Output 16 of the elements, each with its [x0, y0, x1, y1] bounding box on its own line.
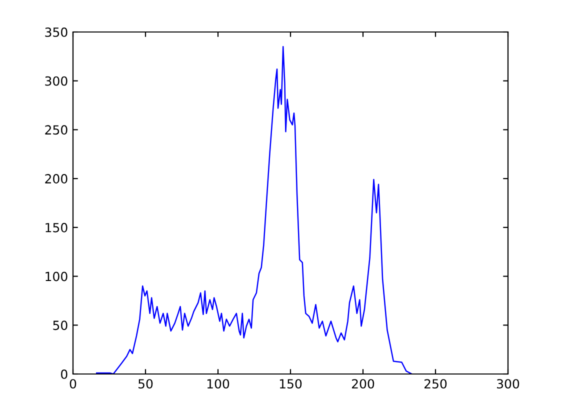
y-tick-label: 150 [46, 222, 68, 232]
y-tick-label: 100 [46, 272, 68, 282]
y-tick-label: 50 [53, 320, 68, 330]
x-tick-label: 300 [497, 379, 520, 389]
x-tick-label: 200 [352, 379, 374, 389]
x-tick-label: 0 [70, 379, 76, 389]
y-tick-label: 200 [45, 174, 68, 184]
y-tick-label: 350 [45, 27, 68, 37]
x-tick-label: 50 [138, 379, 153, 389]
x-tick-label: 100 [207, 379, 230, 389]
x-tick-label: 150 [280, 379, 302, 389]
x-tick-label: 250 [424, 379, 447, 389]
y-tick-label: 250 [45, 125, 68, 135]
line-series [96, 46, 412, 374]
y-tick-label: 300 [45, 76, 68, 86]
y-tick-label: 0 [61, 369, 68, 379]
